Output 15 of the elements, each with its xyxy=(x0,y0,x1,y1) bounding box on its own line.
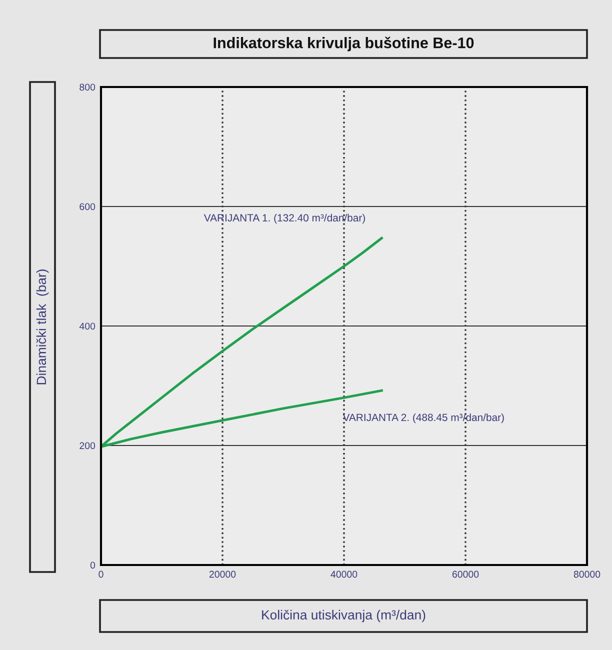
y-tick-label: 600 xyxy=(80,203,96,210)
x-tick-label: 0 xyxy=(98,570,104,578)
y-tick-label: 400 xyxy=(79,322,96,330)
annotation: VARIJANTA 2. (488.45 m³/dan/bar) xyxy=(342,413,504,424)
y-axis-title: Dinamički tlak (bar) xyxy=(36,270,49,384)
annotation: VARIJANTA 1. (132.40 m³/dan/bar) xyxy=(204,214,365,224)
chart-title: Indikatorska krivulja bušotine Be-10 xyxy=(214,36,474,52)
y-tick-label: 200 xyxy=(80,442,96,450)
y-tick-label: 0 xyxy=(90,562,96,569)
x-tick-label: 40000 xyxy=(330,570,358,578)
y-tick-label: 800 xyxy=(80,84,96,91)
x-tick-label: 20000 xyxy=(209,570,236,578)
x-tick-label: 60000 xyxy=(452,570,479,578)
x-axis-title: Količina utiskivanja (m³/dan) xyxy=(262,610,426,622)
x-tick-label: 80000 xyxy=(574,570,600,578)
